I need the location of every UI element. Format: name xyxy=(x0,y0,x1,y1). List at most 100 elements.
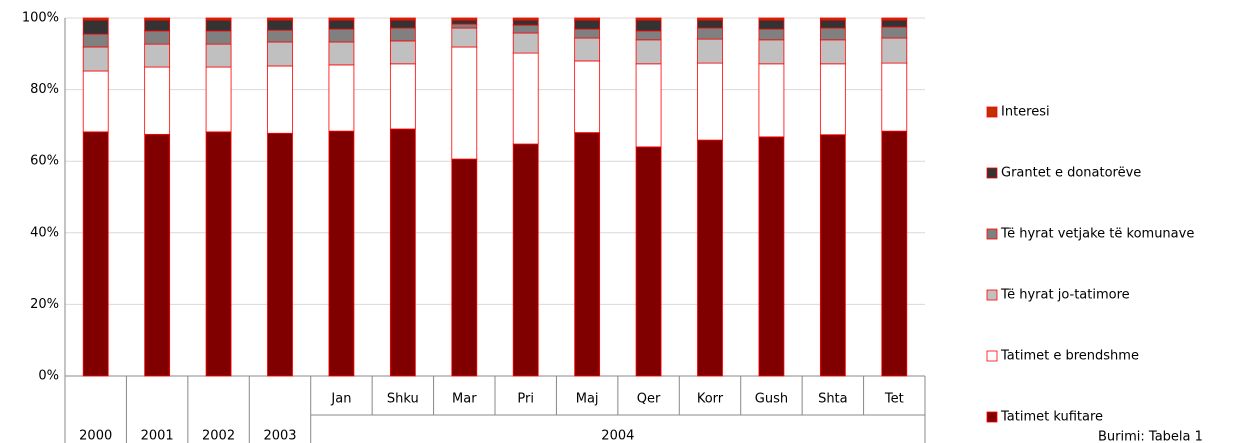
bar-segment xyxy=(758,63,785,138)
bar-segment xyxy=(144,19,171,32)
bar-segment xyxy=(328,28,355,43)
x-tick-label: Pri xyxy=(517,392,534,407)
bar-segment xyxy=(819,19,846,29)
bar-segment xyxy=(635,39,662,65)
legend-label: Interesi xyxy=(1001,105,1050,120)
bar-segment xyxy=(328,17,355,21)
bar-segment xyxy=(451,23,478,29)
bar-segment xyxy=(144,43,171,68)
x-tick-label: Maj xyxy=(576,392,599,407)
bar-segment xyxy=(574,17,601,21)
bar-segment xyxy=(144,133,171,377)
y-tick-label: 60% xyxy=(30,154,59,169)
legend-label: Tatimet e brendshme xyxy=(1000,349,1139,364)
bar-segment xyxy=(758,17,785,21)
bar-segment xyxy=(819,27,846,41)
bar-segment xyxy=(574,19,601,30)
legend-label: Të hyrat vetjake të komunave xyxy=(1000,227,1194,242)
x-group-label: 2003 xyxy=(263,429,296,443)
bar-segment xyxy=(758,136,785,377)
bar-segment xyxy=(512,52,539,145)
bar-segment xyxy=(819,134,846,377)
bar-segment xyxy=(512,24,539,34)
x-tick-label: Jan xyxy=(330,392,351,407)
x-tick-label: Gush xyxy=(755,392,788,407)
source-note: Burimi: Tabela 1 xyxy=(1098,430,1203,443)
bar-segment xyxy=(574,37,601,62)
bar-segment xyxy=(82,46,109,72)
bar-segment xyxy=(758,39,785,65)
bar-segment xyxy=(389,128,416,377)
bar-segment xyxy=(819,63,846,136)
bar-segment xyxy=(758,28,785,41)
bar-segment xyxy=(697,17,723,21)
bar-segment xyxy=(819,17,846,21)
bar-segment xyxy=(267,41,293,67)
x-tick-label: Mar xyxy=(452,392,477,407)
bar-segment xyxy=(451,17,478,21)
legend-label: Grantet e donatorëve xyxy=(1001,166,1141,181)
bar-segment xyxy=(328,64,355,132)
bar-segment xyxy=(267,19,293,31)
bar-segment xyxy=(697,139,723,377)
y-tick-label: 20% xyxy=(30,297,59,312)
bar-segment xyxy=(328,41,355,66)
x-group-label: 2000 xyxy=(79,429,112,443)
legend-marker xyxy=(986,350,998,362)
x-tick-label: Shku xyxy=(387,392,419,407)
legend-marker xyxy=(986,106,998,118)
bar-segment xyxy=(451,158,478,377)
bar-segment xyxy=(205,43,232,68)
bar-segment xyxy=(205,30,232,45)
x-tick-label: Shta xyxy=(818,392,848,407)
bar-segment xyxy=(144,30,171,45)
bar-segment xyxy=(512,32,539,54)
bar-segment xyxy=(512,19,539,26)
bar-segment xyxy=(144,66,171,135)
legend-marker xyxy=(986,228,998,240)
bar-segment xyxy=(697,19,723,29)
bar-segment xyxy=(451,19,478,25)
bar-segment xyxy=(635,19,662,32)
bar-segment xyxy=(819,39,846,65)
bar-segment xyxy=(205,17,232,21)
legend-marker xyxy=(986,289,998,301)
bar-segment xyxy=(881,26,908,39)
bar-segment xyxy=(697,62,723,141)
y-tick-label: 40% xyxy=(30,225,59,240)
bar-segment xyxy=(389,17,416,21)
bar-segment xyxy=(267,132,293,377)
bar-segment xyxy=(267,17,293,21)
bar-segment xyxy=(82,70,109,133)
x-tick-label: Qer xyxy=(637,392,661,407)
bar-segment xyxy=(635,63,662,148)
y-tick-label: 0% xyxy=(38,369,59,384)
bar-segment xyxy=(205,19,232,32)
bar-segment xyxy=(635,17,662,21)
bar-segment xyxy=(881,130,908,377)
x-group-label: 2001 xyxy=(141,429,174,443)
bar-segment xyxy=(82,131,109,377)
bar-segment xyxy=(881,19,908,28)
bar-segment xyxy=(574,60,601,133)
bar-segment xyxy=(574,28,601,39)
bar-segment xyxy=(205,66,232,133)
bar-segment xyxy=(758,19,785,30)
bar-segment xyxy=(697,38,723,64)
bar-segment xyxy=(144,17,171,21)
bar-segment xyxy=(82,17,109,21)
legend-label: Tatimet kufitare xyxy=(1000,410,1103,425)
bar-segment xyxy=(881,37,908,64)
bar-segment xyxy=(267,29,293,43)
x-tick-label: Tet xyxy=(884,392,904,407)
legend-marker xyxy=(986,411,998,423)
bar-segment xyxy=(328,19,355,30)
bar-segment xyxy=(512,17,539,21)
bar-segment xyxy=(328,130,355,377)
bar-segment xyxy=(389,27,416,42)
bar-segment xyxy=(574,132,601,377)
bar-segment xyxy=(697,27,723,40)
bar-segment xyxy=(205,131,232,377)
bar-segment xyxy=(451,27,478,48)
bar-segment xyxy=(881,17,908,21)
